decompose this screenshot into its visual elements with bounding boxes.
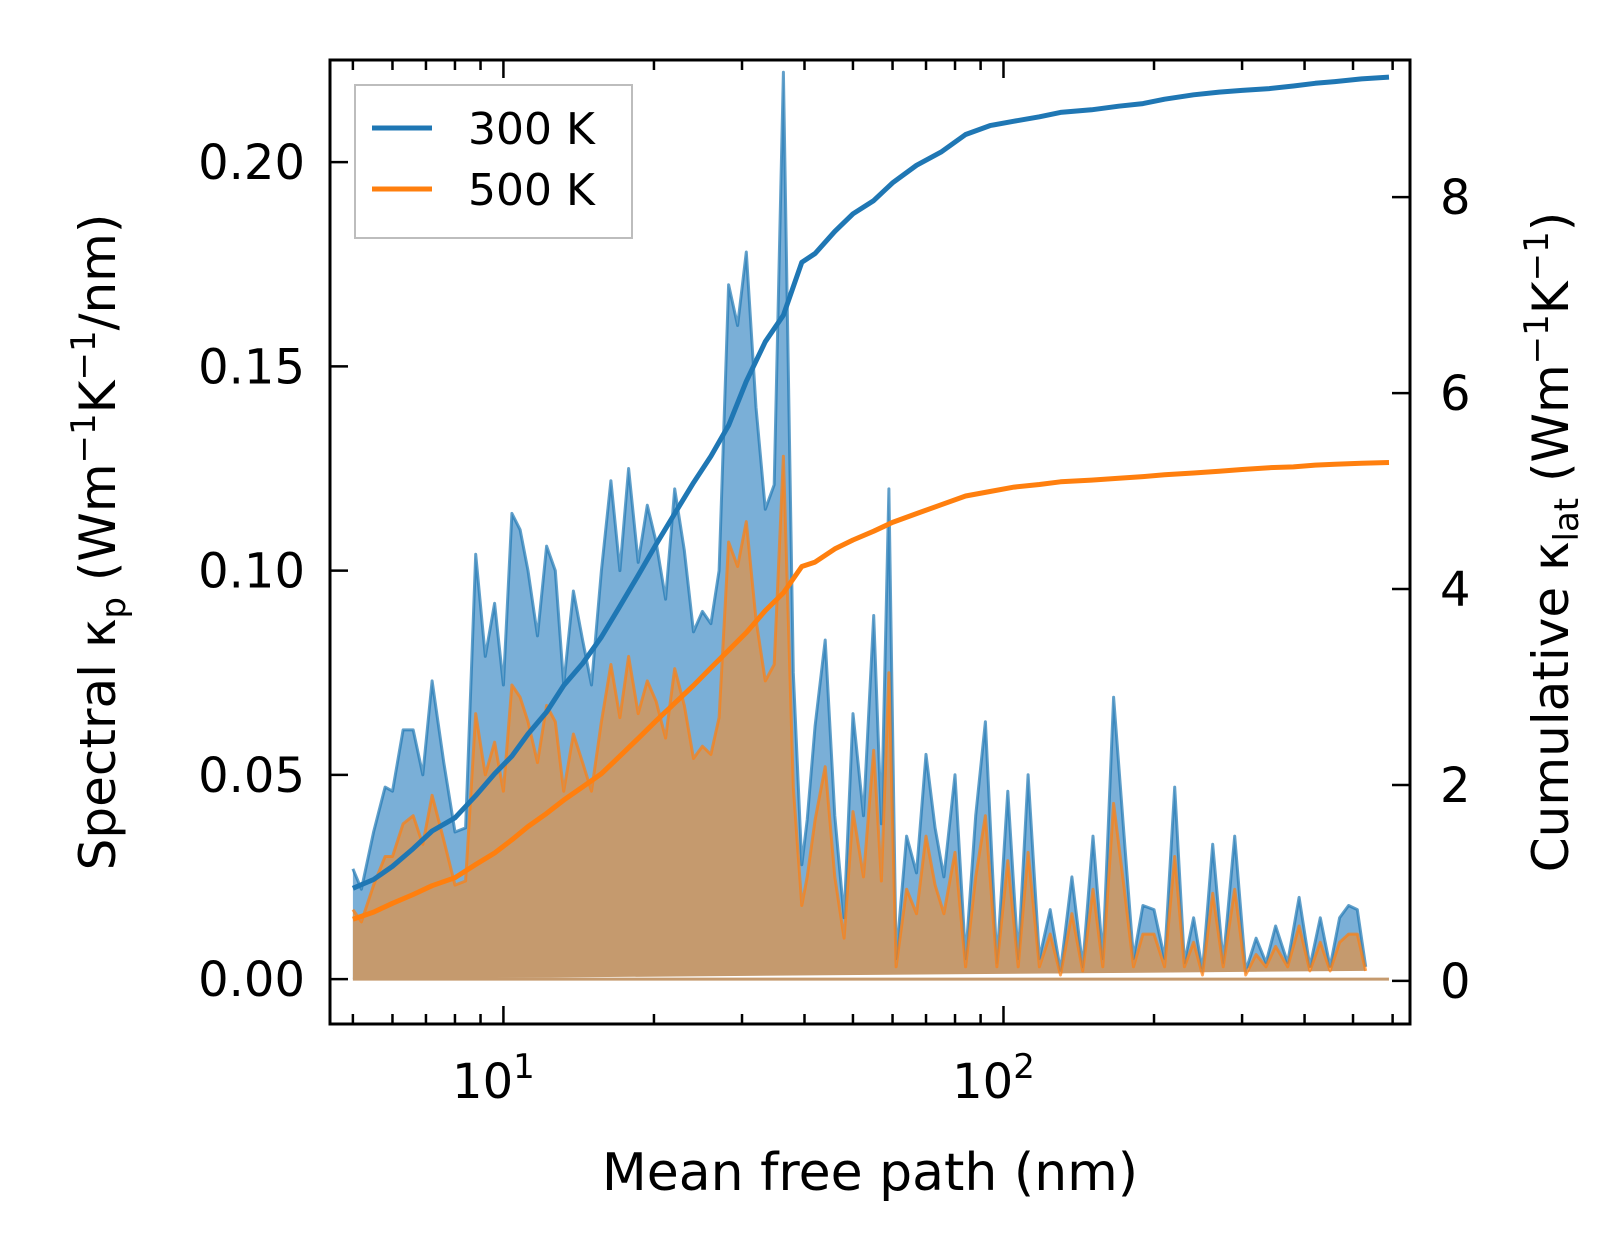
plot-area xyxy=(328,58,1412,1026)
y-left-tick-label: 0.20 xyxy=(198,135,305,191)
y-left-tick-label: 0.15 xyxy=(198,339,305,395)
y-right-tick-label: 4 xyxy=(1440,562,1471,618)
spectral-500k-fill xyxy=(352,456,1366,980)
cumulative-500k-line xyxy=(352,460,1390,922)
x-tick-label: 102 xyxy=(952,1047,1035,1110)
y-axis-right-ticks: 0 2 4 6 8 xyxy=(1392,170,1471,1010)
y-axis-right-label: Cumulative κlat (Wm−1K−1) xyxy=(1517,212,1587,872)
legend-label-500k: 500 K xyxy=(468,165,596,216)
cumulative-300k-line xyxy=(351,74,1390,891)
y-right-tick-label: 2 xyxy=(1440,758,1471,814)
spectral-areas xyxy=(351,70,1389,981)
spectral-500k-outline xyxy=(351,454,1368,977)
y-left-tick-label: 0.10 xyxy=(198,544,305,600)
y-left-tick-label: 0.00 xyxy=(198,952,305,1008)
x-axis-ticks: 101 102 xyxy=(351,60,1394,1110)
legend-box xyxy=(354,84,633,239)
x-tick-label: 101 xyxy=(452,1047,535,1110)
axes-frame xyxy=(328,58,1412,1026)
y-right-tick-label: 6 xyxy=(1440,366,1471,422)
y-right-tick-label: 8 xyxy=(1440,170,1471,226)
y-left-tick-label: 0.05 xyxy=(198,748,305,804)
cumulative-lines xyxy=(351,74,1390,922)
y-axis-left-label: Spectral κp (Wm−1K−1/nm) xyxy=(64,214,134,871)
y-right-tick-label: 0 xyxy=(1440,954,1471,1010)
spectral-300k-outline xyxy=(351,70,1368,973)
y-axis-left-ticks: 0.00 0.05 0.10 0.15 0.20 xyxy=(198,135,348,1008)
legend: 300 K 500 K xyxy=(354,84,633,239)
x-axis-label: Mean free path (nm) xyxy=(602,1143,1138,1203)
legend-label-300k: 300 K xyxy=(468,104,596,155)
